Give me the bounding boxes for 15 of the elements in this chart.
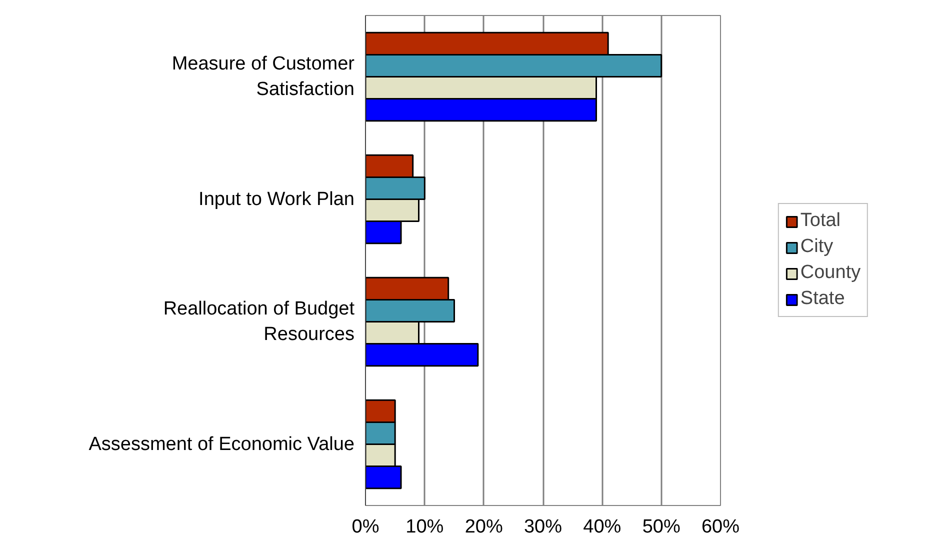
x-tick-label: 50% xyxy=(642,516,680,538)
x-tick-label: 30% xyxy=(524,516,562,538)
legend-label: Total xyxy=(800,210,842,232)
x-tick-label: 0% xyxy=(352,516,380,538)
legend-label: City xyxy=(800,236,834,258)
y-tick-label: Input to Work Plan xyxy=(198,188,354,210)
x-tick-label: 20% xyxy=(464,516,503,538)
y-tick-label: Assessment of Economic Value xyxy=(88,434,355,455)
x-tick-label: 60% xyxy=(701,516,740,538)
y-tick-label: Reallocation of Budget Resources xyxy=(163,298,356,345)
legend-label: State xyxy=(800,288,846,310)
legend-label: County xyxy=(800,262,861,284)
x-tick-label: 40% xyxy=(583,516,622,538)
x-tick-label: 10% xyxy=(406,516,444,538)
y-tick-label: Measure of Customer Satisfaction xyxy=(172,54,356,100)
